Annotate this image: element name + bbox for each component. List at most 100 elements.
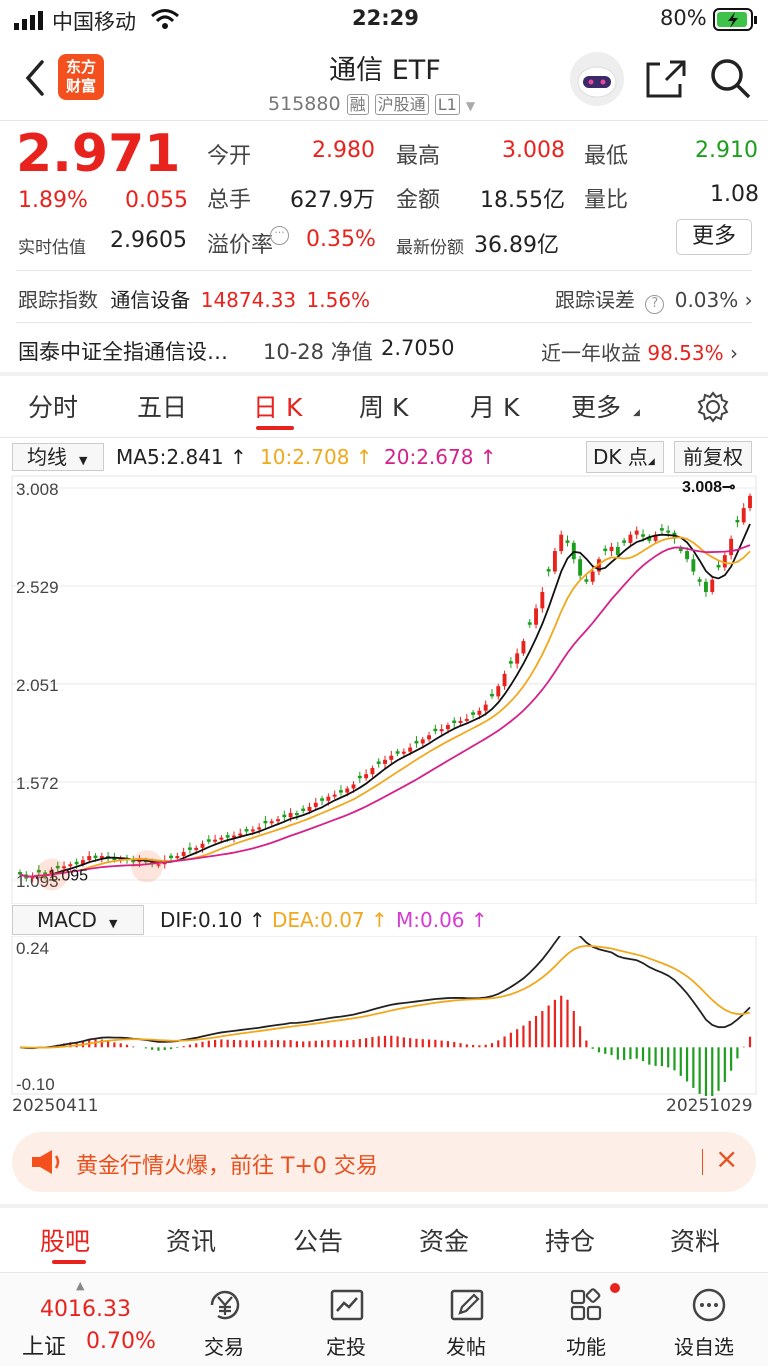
candle-body: [559, 534, 564, 552]
back-arrow-icon[interactable]: [22, 58, 48, 98]
hgt-tag: 沪股通: [374, 94, 429, 115]
promo-banner[interactable]: 黄金行情火爆，前往 T+0 交易 ×: [12, 1132, 756, 1192]
candle-body: [678, 548, 683, 552]
trade-yuan-icon[interactable]: [206, 1287, 244, 1323]
macd-chart[interactable]: 0.24 -0.10: [0, 936, 768, 1096]
candle-body: [326, 796, 331, 801]
candle-body: [703, 581, 708, 592]
caret-down-icon: ▼: [108, 917, 118, 930]
macd-select[interactable]: MACD ▼: [12, 905, 144, 935]
adjust-button[interactable]: 前复权: [674, 441, 752, 473]
candle-body: [401, 751, 406, 754]
candle-body: [175, 856, 180, 859]
fund-return[interactable]: 近一年收益 98.53% ›: [541, 337, 738, 366]
ma5-line: [19, 523, 751, 878]
tab-announcement[interactable]: 公告: [293, 1227, 344, 1256]
tracking-label: 跟踪指数: [18, 288, 98, 312]
dea-label: DEA:0.07 ↑: [272, 908, 388, 932]
chevron-right-icon: ›: [738, 288, 753, 312]
robot-assistant-icon[interactable]: [570, 52, 624, 106]
candle-body: [490, 693, 494, 697]
post-pen-icon[interactable]: [448, 1287, 486, 1323]
fund-name[interactable]: 国泰中证全指通信设…: [18, 340, 228, 364]
tab-weekly-k[interactable]: 周 K: [359, 393, 409, 422]
dk-point-button[interactable]: DK 点◢: [586, 441, 664, 473]
tab-fund-flow[interactable]: 资金: [419, 1227, 470, 1256]
tab-intraday[interactable]: 分时: [28, 393, 79, 422]
candle-body: [565, 540, 570, 543]
more-button[interactable]: 更多: [676, 219, 752, 255]
close-icon[interactable]: ×: [715, 1142, 739, 1175]
ma20-label: 20:2.678 ↑: [384, 445, 497, 469]
level-tag: L1: [434, 94, 460, 115]
page-title: 通信 ETF: [329, 55, 441, 86]
ma-select[interactable]: 均线 ▼: [12, 443, 104, 471]
index-pct[interactable]: 0.70%: [86, 1329, 156, 1354]
tab-more[interactable]: 更多: [571, 393, 622, 422]
share-icon[interactable]: [644, 58, 688, 100]
open-value: 2.980: [312, 138, 375, 163]
dif-label: DIF:0.10 ↑: [160, 908, 266, 932]
candle-body: [552, 551, 557, 572]
tab-news[interactable]: 资讯: [166, 1227, 217, 1256]
chart-border: [11, 936, 757, 1095]
settings-gear-icon[interactable]: [696, 390, 730, 424]
chart-border: [11, 475, 757, 904]
candle-body: [55, 865, 60, 869]
candle-body: [313, 802, 318, 807]
caret-icon: ◢: [647, 457, 655, 467]
notification-dot: [610, 1283, 620, 1293]
tab-daily-k[interactable]: 日 K: [253, 393, 303, 422]
shares-label: 最新份额: [396, 238, 464, 258]
functions-grid-icon[interactable]: [568, 1287, 606, 1323]
candle-body: [263, 820, 268, 824]
candle-body: [408, 747, 413, 752]
candle-body: [603, 548, 608, 552]
fixed-invest-icon[interactable]: [328, 1287, 366, 1323]
candle-body: [376, 761, 381, 764]
tab-monthly-k[interactable]: 月 K: [470, 393, 520, 422]
tracking-error[interactable]: 跟踪误差 ? 0.03% ›: [555, 284, 753, 314]
add-watchlist-icon[interactable]: [690, 1287, 728, 1323]
candle-body: [527, 622, 532, 625]
candle-body: [187, 847, 192, 850]
tab-five-day[interactable]: 五日: [137, 393, 188, 422]
megaphone-icon: [32, 1150, 60, 1174]
ratio-label: 量比: [584, 188, 629, 213]
info-dots-icon[interactable]: ···: [270, 226, 289, 245]
stock-code: 515880: [268, 93, 341, 115]
status-bar: 中国移动 22:29 80%: [0, 0, 768, 40]
caret-down-icon[interactable]: ▼: [465, 99, 476, 113]
candle-body: [515, 653, 520, 664]
candle-body: [584, 579, 589, 582]
candle-body: [641, 534, 645, 537]
candle-body: [238, 833, 243, 836]
candle-body: [320, 798, 325, 801]
tab-guba[interactable]: 股吧: [40, 1227, 91, 1256]
eastmoney-logo[interactable]: 东方 财富: [58, 54, 104, 100]
tracking-row[interactable]: 跟踪指数 通信设备 14874.33 1.56%: [18, 284, 370, 313]
toolbar-trade[interactable]: 交易: [204, 1335, 244, 1359]
index-name[interactable]: 上证: [22, 1335, 67, 1360]
toolbar-invest[interactable]: 定投: [326, 1335, 366, 1359]
toolbar-watchlist[interactable]: 设自选: [674, 1335, 734, 1359]
macd-select-label: MACD: [37, 908, 97, 932]
help-icon[interactable]: ?: [645, 295, 665, 314]
candle-body: [43, 872, 48, 875]
candle-body: [250, 829, 255, 832]
toolbar-post[interactable]: 发帖: [446, 1335, 486, 1359]
low-label: 最低: [584, 144, 629, 169]
tab-profile[interactable]: 资料: [670, 1227, 721, 1256]
candle-body: [452, 720, 457, 723]
tab-holdings[interactable]: 持仓: [545, 1227, 596, 1256]
high-value: 3.008: [502, 138, 565, 163]
toolbar-functions[interactable]: 功能: [566, 1335, 606, 1359]
candle-body: [508, 661, 513, 664]
candle-body: [427, 735, 432, 740]
candle-body: [578, 559, 583, 576]
index-value[interactable]: 4016.33: [40, 1297, 131, 1322]
fund-nav: 2.7050: [381, 336, 455, 360]
search-icon[interactable]: [708, 56, 754, 102]
fund-return-label: 近一年收益: [541, 341, 641, 365]
